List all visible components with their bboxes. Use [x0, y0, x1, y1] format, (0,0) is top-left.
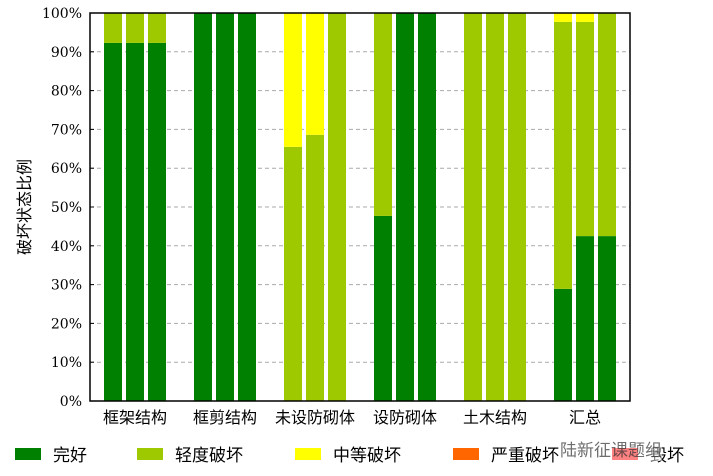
- y-axis-label: 破坏状态比例: [15, 159, 34, 255]
- legend: 完好 轻度破坏 中等破坏 严重破坏 毁坏: [0, 441, 713, 467]
- bar-segment: [464, 13, 482, 401]
- x-tick-label: 框架结构: [103, 408, 167, 427]
- bar-segment: [216, 13, 234, 401]
- y-tick-label: 70%: [51, 122, 82, 138]
- legend-label: 严重破坏: [491, 446, 559, 466]
- bar-segment: [598, 13, 616, 237]
- bar-segment: [598, 236, 616, 401]
- bar-segment: [396, 13, 414, 401]
- y-tick-label: 30%: [51, 278, 82, 294]
- legend-item-severe: 严重破坏: [453, 441, 559, 466]
- x-tick-label: 框剪结构: [193, 408, 257, 427]
- x-tick-label: 汇总: [569, 408, 601, 427]
- bar-segment: [374, 13, 392, 216]
- x-tick-label: 土木结构: [463, 408, 527, 427]
- bar-segment: [104, 13, 122, 43]
- bar-segment: [576, 236, 594, 401]
- bar-segment: [238, 13, 256, 401]
- bar-segment: [328, 13, 346, 401]
- bar-segment: [418, 13, 436, 401]
- x-tick-label: 未设防砌体: [275, 408, 355, 427]
- legend-label: 完好: [53, 446, 87, 466]
- bar-segment: [374, 215, 392, 401]
- legend-swatch: [295, 447, 321, 460]
- stacked-bar-chart: 0% 10% 20% 30% 40% 50% 60% 70% 80% 90% 100% 框架结构 框剪结…: [15, 6, 631, 427]
- x-tick-label: 设防砌体: [373, 408, 437, 427]
- legend-swatch: [453, 447, 479, 460]
- legend-swatch: [15, 447, 41, 460]
- bar-segment: [576, 21, 594, 237]
- plot-frame: [89, 12, 631, 402]
- legend-label: 中等破坏: [333, 446, 401, 466]
- legend-item-moderate: 中等破坏: [295, 441, 401, 466]
- y-tick-label: 90%: [51, 45, 82, 61]
- bar-segment: [284, 146, 302, 401]
- bar-segment: [306, 13, 324, 135]
- y-tick-label: 40%: [51, 239, 82, 255]
- y-tick-label: 80%: [51, 84, 82, 100]
- y-tick-label: 50%: [51, 200, 82, 216]
- y-tick-label: 100%: [42, 6, 82, 22]
- bar-segment: [104, 42, 122, 401]
- watermark: 陆新征课题组: [560, 436, 662, 461]
- bar-segment: [194, 13, 212, 401]
- y-tick-label: 10%: [51, 355, 82, 371]
- bar-segment: [486, 13, 504, 401]
- bar-segment: [576, 13, 594, 22]
- y-tick-label: 60%: [51, 161, 82, 177]
- legend-item-slight: 轻度破坏: [137, 441, 243, 466]
- bar-segment: [126, 42, 144, 401]
- bar-segment: [508, 13, 526, 401]
- bar-segment: [554, 13, 572, 22]
- legend-label: 轻度破坏: [175, 446, 243, 466]
- legend-item-intact: 完好: [15, 441, 87, 466]
- bar-segment: [126, 13, 144, 43]
- bar-segment: [148, 13, 166, 43]
- y-tick-label: 20%: [51, 316, 82, 332]
- bar-segment: [148, 42, 166, 401]
- y-tick-label: 0%: [60, 394, 82, 410]
- bar-segment: [306, 134, 324, 401]
- bar-segment: [284, 13, 302, 147]
- bar-segment: [554, 288, 572, 401]
- legend-swatch: [137, 447, 163, 460]
- bar-segment: [554, 21, 572, 289]
